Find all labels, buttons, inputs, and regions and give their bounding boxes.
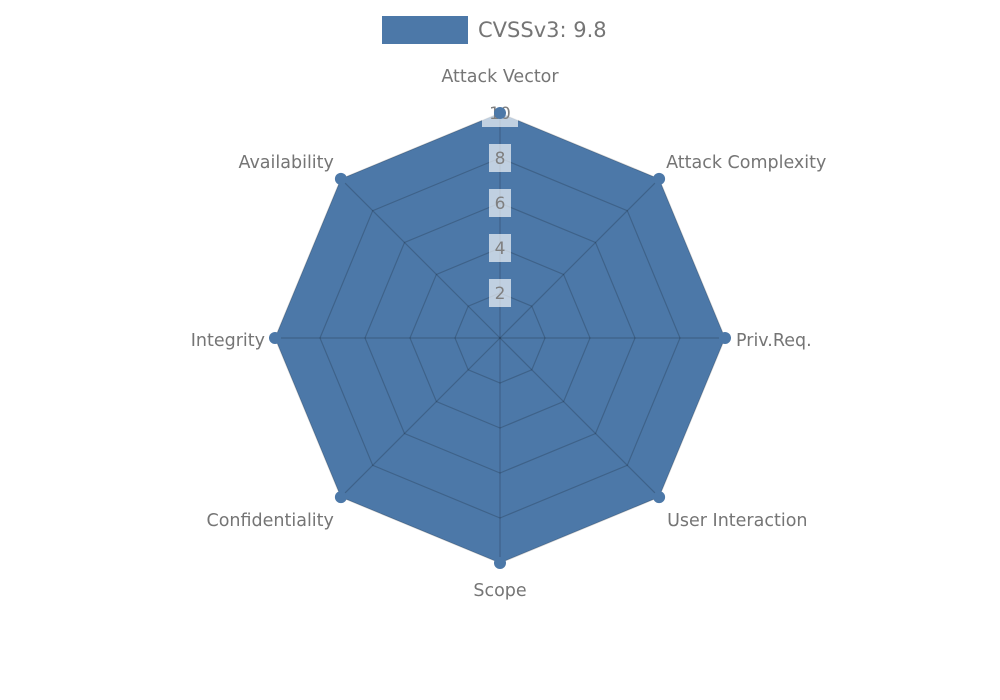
grid-ring [319,157,681,519]
vertex-marker [494,557,506,569]
tick-label: 2 [495,284,506,304]
legend-swatch [382,16,468,44]
vertex-marker [269,332,281,344]
axis-spoke [499,337,660,498]
legend: CVSSv3: 9.8 [382,16,607,44]
vertex-marker [653,491,666,504]
vertex-marker [334,491,347,504]
axis-spoke [340,178,501,339]
vertex-marker [719,332,731,344]
axis-spoke [340,337,501,498]
legend-label: CVSSv3: 9.8 [478,18,607,42]
axis-label-confidentiality: Confidentiality [206,511,333,531]
axis-label-attack-complexity: Attack Complexity [666,153,826,173]
tick-label: 4 [495,239,506,259]
grid-ring [454,292,546,384]
axis-label-integrity: Integrity [191,331,265,351]
axis-label-priv-req: Priv.Req. [736,331,812,351]
axis-label-user-interaction: User Interaction [667,511,807,531]
axis-label-attack-vector: Attack Vector [441,67,559,87]
axis-spoke [499,178,660,339]
axis-label-availability: Availability [239,153,334,173]
tick-label-box [489,144,511,172]
tick-label-box [489,279,511,307]
vertex-marker [494,107,506,119]
tick-label-box [489,189,511,217]
axis-label-scope: Scope [473,581,526,601]
vertex-marker [653,172,666,185]
grid-ring [364,202,636,474]
vertex-marker [334,172,347,185]
grid-ring [409,247,591,429]
tick-label: 8 [495,149,506,169]
tick-label: 6 [495,194,506,214]
tick-label-box [489,234,511,262]
series-polygon [275,113,725,563]
